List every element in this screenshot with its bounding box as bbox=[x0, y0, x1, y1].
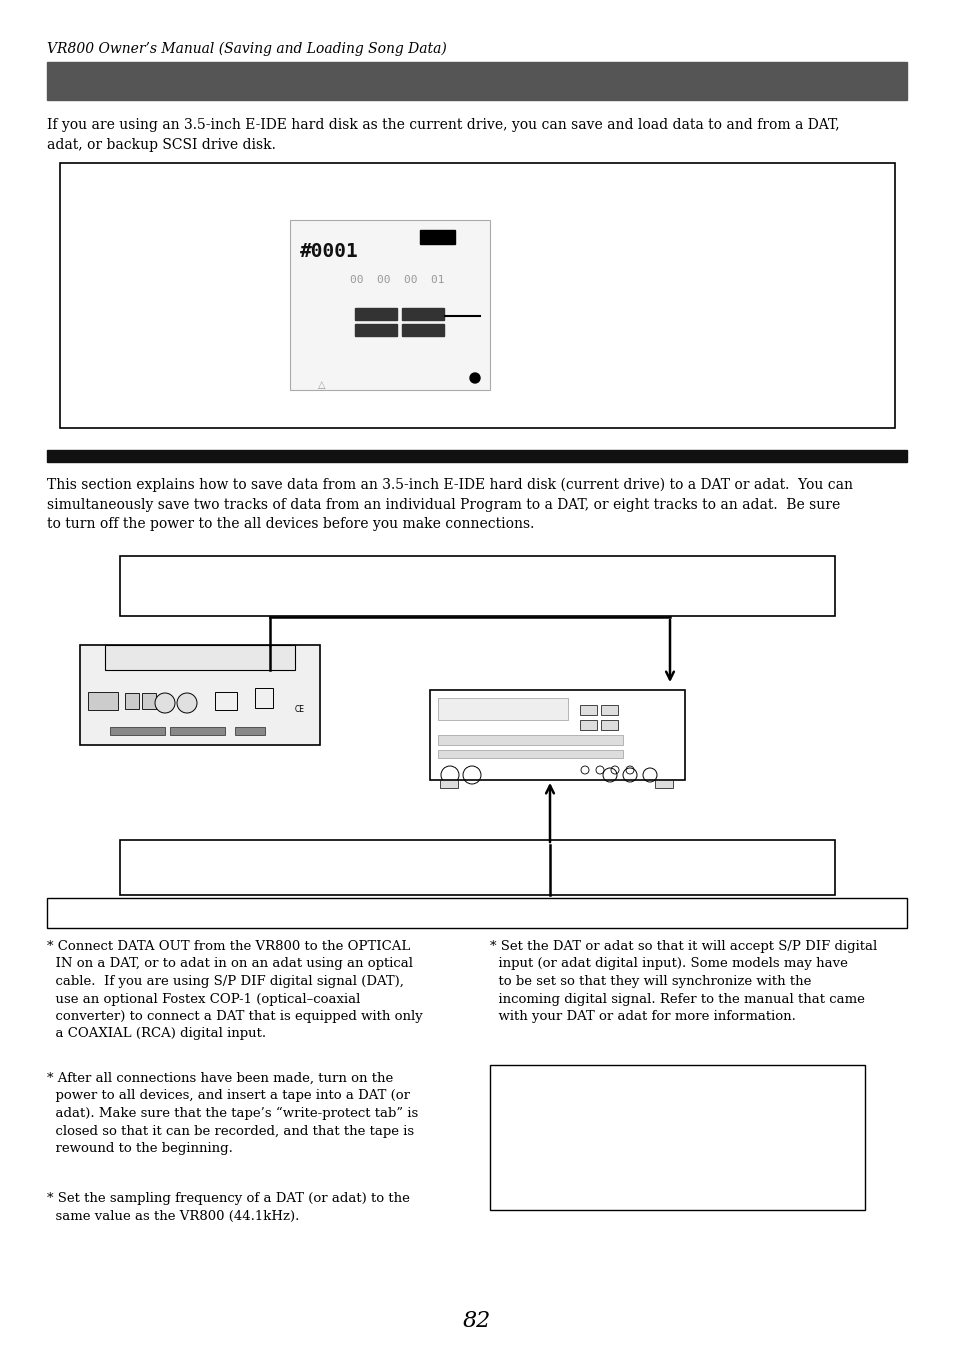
Bar bbox=[214, 692, 236, 711]
Bar bbox=[600, 720, 618, 730]
Bar bbox=[254, 688, 273, 708]
Bar bbox=[490, 1065, 864, 1210]
Bar bbox=[439, 780, 457, 788]
Bar bbox=[401, 324, 443, 336]
Text: * After all connections have been made, turn on the
  power to all devices, and : * After all connections have been made, … bbox=[47, 1071, 417, 1155]
Text: This section explains how to save data from an 3.5-inch E-IDE hard disk (current: This section explains how to save data f… bbox=[47, 478, 852, 531]
Circle shape bbox=[470, 373, 479, 382]
Text: If you are using an 3.5-inch E-IDE hard disk as the current drive, you can save : If you are using an 3.5-inch E-IDE hard … bbox=[47, 118, 839, 151]
Bar bbox=[60, 163, 894, 428]
Bar bbox=[437, 735, 622, 744]
Text: * Set the sampling frequency of a DAT (or adat) to the
  same value as the VR800: * Set the sampling frequency of a DAT (o… bbox=[47, 1192, 410, 1223]
Bar bbox=[80, 644, 319, 744]
Text: #0001: #0001 bbox=[299, 242, 358, 261]
Bar bbox=[110, 727, 165, 735]
Text: 82: 82 bbox=[462, 1310, 491, 1332]
Bar bbox=[47, 450, 906, 462]
Bar bbox=[600, 705, 618, 715]
Bar bbox=[401, 308, 443, 320]
Text: * Connect DATA OUT from the VR800 to the OPTICAL
  IN on a DAT, or to adat in on: * Connect DATA OUT from the VR800 to the… bbox=[47, 940, 422, 1040]
Bar bbox=[437, 698, 567, 720]
Bar bbox=[88, 692, 118, 711]
Text: VR800 Owner’s Manual (Saving and Loading Song Data): VR800 Owner’s Manual (Saving and Loading… bbox=[47, 42, 446, 57]
Circle shape bbox=[154, 693, 174, 713]
Text: 00  00  00  01: 00 00 00 01 bbox=[350, 276, 444, 285]
Bar bbox=[170, 727, 225, 735]
Bar bbox=[47, 62, 906, 100]
Text: CE: CE bbox=[294, 705, 305, 713]
Bar bbox=[234, 727, 265, 735]
Bar bbox=[355, 308, 396, 320]
Bar bbox=[120, 557, 834, 616]
Bar bbox=[105, 644, 294, 670]
Bar bbox=[47, 898, 906, 928]
Text: △: △ bbox=[317, 380, 325, 390]
Bar bbox=[579, 720, 597, 730]
Bar bbox=[125, 693, 139, 709]
Bar bbox=[419, 230, 455, 245]
Bar bbox=[437, 750, 622, 758]
Bar bbox=[655, 780, 672, 788]
Bar bbox=[142, 693, 156, 709]
Bar bbox=[290, 220, 490, 390]
Bar bbox=[430, 690, 684, 780]
Bar bbox=[579, 705, 597, 715]
Bar bbox=[355, 324, 396, 336]
Circle shape bbox=[177, 693, 196, 713]
Bar bbox=[120, 840, 834, 894]
Text: * Set the DAT or adat so that it will accept S/P DIF digital
  input (or adat di: * Set the DAT or adat so that it will ac… bbox=[490, 940, 877, 1023]
